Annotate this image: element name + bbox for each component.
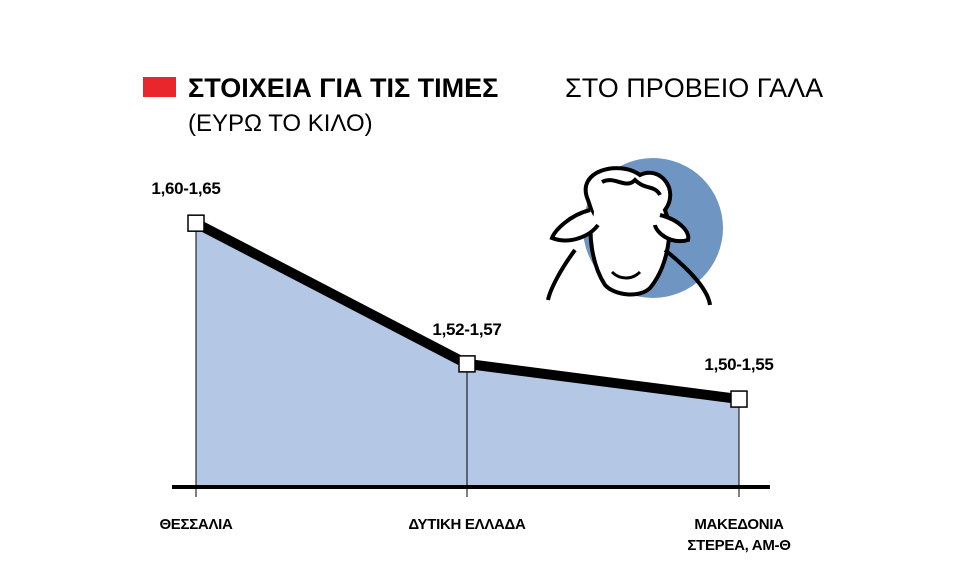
subtitle: (ΕΥΡΩ ΤΟ ΚΙΛΟ) bbox=[188, 110, 373, 137]
area bbox=[196, 223, 739, 488]
sheep-illustration bbox=[546, 158, 723, 306]
value-label: 1,50-1,55 bbox=[704, 355, 774, 375]
plot bbox=[172, 214, 770, 497]
title-marker bbox=[143, 77, 176, 97]
value-label: 1,52-1,57 bbox=[432, 319, 502, 339]
x-tick-label: ΔΥΤΙΚΗ ΕΛΛΑΔΑ bbox=[408, 516, 526, 533]
chart-title: ΣΤΟΙΧΕΙΑ ΓΙΑ ΤΙΣ ΤΙΜΕΣ bbox=[188, 73, 498, 103]
point bbox=[187, 214, 205, 232]
point bbox=[458, 355, 476, 373]
x-tick-label: ΜΑΚΕΔΟΝΙΑ ΣΤΕΡΕΑ, ΑΜ-Θ bbox=[687, 516, 791, 554]
value-label: 1,60-1,65 bbox=[151, 179, 221, 199]
point bbox=[730, 390, 748, 408]
x-tick-label: ΘΕΣΣΑΛΙΑ bbox=[159, 516, 233, 533]
chart-title-rest: ΣΤΟ ΠΡΟΒΕΙΟ ΓΑΛΑ bbox=[565, 73, 823, 103]
